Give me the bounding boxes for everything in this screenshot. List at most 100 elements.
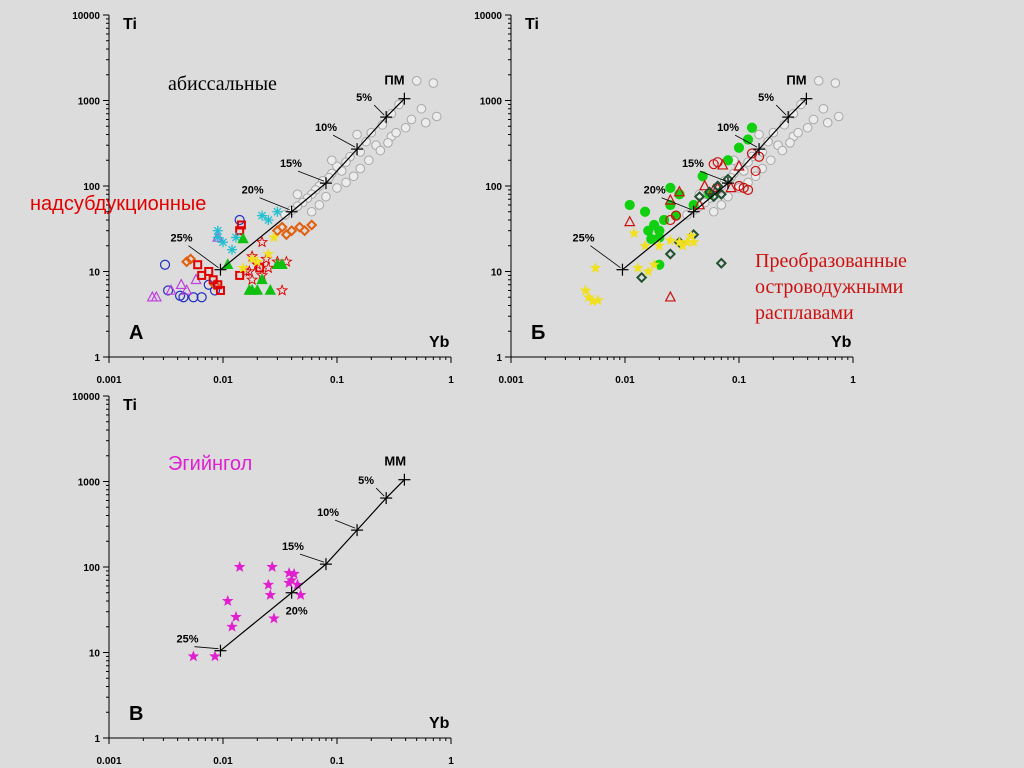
data-point (275, 284, 289, 296)
y-tick-label: 10000 (474, 11, 502, 22)
x-tick-label: 0.1 (330, 375, 344, 386)
curve-label-leader (194, 646, 219, 650)
y-tick-label: 1000 (78, 97, 101, 108)
caption-text: расплавами (755, 302, 854, 324)
data-point (237, 232, 249, 244)
caption-text: абиссальные (168, 73, 277, 95)
x-tick-label: 0.1 (330, 756, 344, 767)
data-point (708, 206, 719, 217)
data-point (693, 191, 706, 203)
asterisk-stroke (258, 211, 267, 220)
y-tick-label: 10 (491, 268, 503, 279)
x-tick-label: 1 (448, 375, 454, 386)
data-point (286, 225, 298, 237)
data-point (579, 284, 592, 296)
data-point (234, 214, 245, 226)
data-point (750, 165, 761, 177)
y-tick-label: 10 (89, 268, 101, 279)
data-point (314, 200, 325, 210)
data-point (383, 138, 393, 148)
data-point (355, 163, 366, 174)
chart-panel-v: 1 10 100 1000 10000 0.001 0.01 0.1 1 Ti Yb В 5% 10% 15… (72, 392, 454, 767)
x-tick-label: 0.001 (96, 375, 121, 386)
data-point (589, 261, 602, 273)
data-point (352, 129, 362, 140)
data-point (648, 258, 660, 270)
asterisk-stroke (213, 226, 222, 235)
data-point (204, 267, 214, 276)
data-point (348, 171, 359, 182)
data-point (264, 283, 277, 295)
data-point (262, 578, 275, 590)
data-point (294, 588, 307, 600)
curve-label-leader (297, 170, 325, 182)
data-point (292, 189, 303, 200)
data-point (268, 231, 280, 243)
data-point (230, 232, 241, 243)
data-point (262, 247, 275, 260)
data-point (215, 285, 225, 295)
melting-curve: 5% 10% 15% 20% 25% ПМ (170, 73, 411, 276)
series-5 (579, 227, 700, 307)
asterisk-stroke (273, 207, 282, 216)
y-tick-label: 100 (83, 563, 100, 574)
curve-label-leader (699, 170, 727, 182)
curve-end-label: ММ (384, 454, 406, 469)
data-point (299, 225, 311, 237)
data-point (188, 292, 199, 303)
data-point (187, 650, 200, 662)
data-point (673, 185, 686, 197)
data-point (163, 285, 174, 296)
data-point (822, 117, 833, 128)
curve-percent-label: 15% (280, 158, 302, 170)
data-point (788, 108, 799, 119)
data-point (400, 122, 411, 133)
data-point (291, 578, 304, 590)
y-tick-label: 10000 (72, 11, 100, 22)
curve-line (220, 479, 405, 652)
data-point (196, 292, 207, 303)
data-point (818, 103, 829, 114)
curve-line (220, 98, 405, 271)
data-point (754, 129, 764, 140)
data-point (750, 171, 761, 182)
curve-label-leader (373, 104, 385, 116)
data-point (251, 258, 264, 270)
caption-text: островодужными (755, 276, 904, 298)
y-axis-title: Ti (525, 16, 539, 33)
series-8 (237, 231, 280, 273)
data-point (642, 265, 654, 277)
caption-text: надсубдукционные (30, 193, 206, 215)
data-point (687, 236, 700, 248)
data-point (765, 155, 776, 166)
y-tick-label: 1 (496, 353, 502, 364)
data-point (218, 237, 228, 248)
data-point (276, 258, 288, 270)
data-point (233, 560, 246, 572)
curve-percent-label: 15% (682, 158, 704, 170)
data-point (257, 210, 268, 221)
data-point (674, 189, 685, 200)
curve-end-label: ПМ (786, 73, 806, 88)
data-point (698, 179, 711, 191)
data-point (738, 166, 749, 176)
data-point (266, 560, 278, 572)
curve-label-leader (259, 197, 290, 211)
y-tick-label: 1 (94, 734, 100, 745)
data-point (428, 78, 439, 88)
data-point (175, 278, 187, 290)
data-point (813, 75, 824, 86)
data-point (197, 270, 207, 280)
data-point (159, 259, 171, 270)
data-point (664, 290, 677, 302)
data-point (332, 183, 342, 193)
data-point (180, 283, 193, 295)
data-point (746, 122, 758, 133)
data-point (716, 200, 727, 210)
panel-letter: Б (531, 322, 545, 344)
data-point (212, 232, 223, 243)
y-axis-title: Ti (123, 397, 137, 414)
x-axis-title: Yb (831, 334, 852, 351)
data-point (420, 117, 431, 128)
